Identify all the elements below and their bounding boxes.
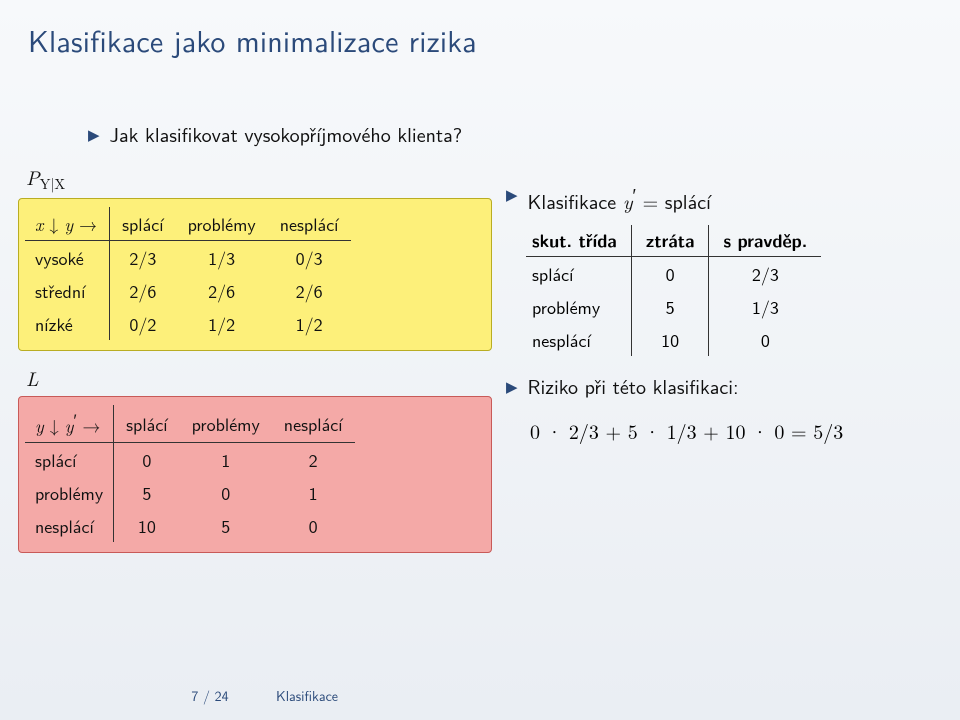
- table1-r0c0: 2/3: [110, 241, 176, 275]
- table1-r1c1: 2/6: [176, 274, 268, 307]
- table1-col2: nesplácí: [268, 207, 351, 241]
- footer-crumb: Klasifikace: [276, 686, 338, 706]
- triangle-icon: ▶: [506, 182, 518, 206]
- sm-r0-loss: 0: [631, 257, 709, 291]
- label-l: L: [18, 363, 492, 392]
- table2-r2-label: nesplácí: [25, 509, 114, 542]
- table-loss: y ↓ y′ → splácí problémy nesplácí splácí…: [18, 396, 492, 552]
- bullet-classification: ▶ Klasifikace y′ = splácí: [506, 182, 922, 215]
- table2-col1: problémy: [180, 405, 272, 442]
- left-column: ▶ Jak klasifikovat vysokopříjmového klie…: [12, 122, 492, 553]
- table2-r0c0: 0: [114, 442, 180, 476]
- bullet-question-text: Jak klasifikovat vysokopříjmového klient…: [110, 122, 463, 148]
- sm-r1-l: problémy: [526, 290, 631, 323]
- table2-r1c2: 1: [272, 476, 355, 509]
- table1-corner: x ↓ y →: [25, 207, 110, 241]
- sm-h2: s pravděp.: [709, 225, 821, 257]
- eq-text: 0 · 2/3 + 5 · 1/3 + 10 · 0 = 5/3: [530, 416, 843, 445]
- table2: y ↓ y′ → splácí problémy nesplácí splácí…: [25, 405, 355, 541]
- table1-col1: problémy: [176, 207, 268, 241]
- table1-r1c2: 2/6: [268, 274, 351, 307]
- table2-r2c1: 5: [180, 509, 272, 542]
- risk-equation: 0 · 2/3 + 5 · 1/3 + 10 · 0 = 5/3: [530, 416, 922, 445]
- table2-corner: y ↓ y′ →: [25, 405, 114, 442]
- table1-r2c2: 1/2: [268, 307, 351, 340]
- yprime-sym: y: [623, 186, 633, 215]
- table1-r0c2: 0/3: [268, 241, 351, 275]
- triangle-icon: ▶: [88, 122, 100, 146]
- sm-r2-l: nesplácí: [526, 323, 631, 356]
- sm-r2-loss: 10: [631, 323, 709, 356]
- table1-col0: splácí: [110, 207, 176, 241]
- risk-text: Riziko při této klasifikaci:: [528, 374, 739, 400]
- table2-col0: splácí: [114, 405, 180, 442]
- bullet-question: ▶ Jak klasifikovat vysokopříjmového klie…: [88, 122, 492, 148]
- table1-r2-label: nízké: [25, 307, 110, 340]
- sm-r2-p: 0: [709, 323, 821, 356]
- content-area: ▶ Jak klasifikovat vysokopříjmového klie…: [0, 84, 960, 553]
- label-p-sym: P: [26, 162, 40, 191]
- table2-r0c2: 2: [272, 442, 355, 476]
- sm-r1-p: 1/3: [709, 290, 821, 323]
- table2-col2: nesplácí: [272, 405, 355, 442]
- table1-r1c0: 2/6: [110, 274, 176, 307]
- class-line-b: = splácí: [636, 187, 711, 216]
- classification-table: skut. třída ztráta s pravděp. splácí 0 2…: [526, 225, 821, 356]
- table1-r2c0: 0/2: [110, 307, 176, 340]
- slide-title: Klasifikace jako minimalizace rizika: [0, 0, 960, 84]
- table1-r0c1: 1/3: [176, 241, 268, 275]
- page-number: 7 / 24: [170, 686, 250, 706]
- sm-h1: ztráta: [631, 225, 709, 257]
- sm-r0-l: splácí: [526, 257, 631, 291]
- table1-r1-label: střední: [25, 274, 110, 307]
- table2-r1c1: 0: [180, 476, 272, 509]
- label-p: PY|X: [18, 162, 492, 194]
- sm-h0: skut. třída: [526, 225, 631, 257]
- label-l-sym: L: [26, 363, 39, 392]
- table1-r2c1: 1/2: [176, 307, 268, 340]
- table2-r2c0: 10: [114, 509, 180, 542]
- class-line-a: Klasifikace: [528, 187, 623, 216]
- label-p-sub: Y|X: [40, 174, 66, 194]
- table1-r0-label: vysoké: [25, 241, 110, 275]
- table2-r1-label: problémy: [25, 476, 114, 509]
- class-line: Klasifikace y′ = splácí: [528, 182, 711, 215]
- sm-r0-p: 2/3: [709, 257, 821, 291]
- table2-r0-label: splácí: [25, 442, 114, 476]
- table1: x ↓ y → splácí problémy nesplácí vysoké …: [25, 207, 351, 340]
- right-column: ▶ Klasifikace y′ = splácí skut. třída zt…: [492, 122, 922, 553]
- bullet-risk: ▶ Riziko při této klasifikaci:: [506, 374, 922, 400]
- table-conditional-prob: x ↓ y → splácí problémy nesplácí vysoké …: [18, 198, 492, 351]
- table2-r1c0: 5: [114, 476, 180, 509]
- table2-r0c1: 1: [180, 442, 272, 476]
- table2-r2c2: 0: [272, 509, 355, 542]
- sm-r1-loss: 5: [631, 290, 709, 323]
- footer: 7 / 24 Klasifikace: [0, 686, 960, 706]
- triangle-icon: ▶: [506, 374, 518, 398]
